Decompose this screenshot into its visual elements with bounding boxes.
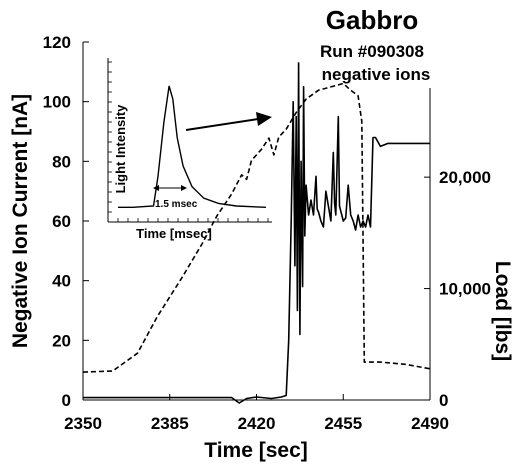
inset-pulse-line <box>118 85 267 208</box>
y-left-tick-label: 80 <box>52 152 71 171</box>
y-right-tick-label: 10,000 <box>439 280 491 299</box>
y-left-tick-label: 60 <box>52 212 71 231</box>
y-left-tick-label: 100 <box>43 93 71 112</box>
chart-subtitle-ions: negative ions <box>322 65 431 84</box>
load-series-line <box>82 82 431 373</box>
inset-ticks <box>107 61 269 223</box>
callout-arrow <box>185 112 272 131</box>
inset-y-label: Light Intensity <box>113 104 128 194</box>
y-right-tick-label: 20,000 <box>439 168 491 187</box>
inset-x-label: Time [msec] <box>136 226 212 241</box>
chart-subtitle-run: Run #090308 <box>320 42 424 61</box>
plot-frame <box>82 42 431 401</box>
x-tick-label: 2420 <box>238 414 276 433</box>
x-tick-label: 2350 <box>64 414 102 433</box>
ion-current-series-line <box>83 62 430 404</box>
inset-annotation: 1.5 msec <box>155 199 198 210</box>
inset-plot: Time [msec] Light Intensity 1.5 msec <box>107 58 272 241</box>
series-layer <box>82 62 431 404</box>
x-tick-label: 2490 <box>411 414 449 433</box>
x-tick-label: 2385 <box>151 414 189 433</box>
tick-labels: 2350 2385 2420 2455 2490 0 20 40 60 80 100 120 0 10,0… <box>43 33 491 433</box>
y-left-tick-label: 40 <box>52 272 71 291</box>
x-axis-label: Time [sec] <box>204 439 308 462</box>
y-right-tick-label: 0 <box>439 391 448 410</box>
x-tick-label: 2455 <box>324 414 362 433</box>
y-axis-right-label: Load [lbs] <box>491 261 514 361</box>
y-left-tick-label: 20 <box>52 331 71 350</box>
y-axis-left-label: Negative Ion Current [nA] <box>9 94 32 348</box>
chart-title: Gabbro <box>326 5 418 35</box>
axis-ticks <box>82 41 431 401</box>
y-left-tick-label: 0 <box>62 391 71 410</box>
y-left-tick-label: 120 <box>43 33 71 52</box>
inset-width-arrow <box>153 185 187 191</box>
